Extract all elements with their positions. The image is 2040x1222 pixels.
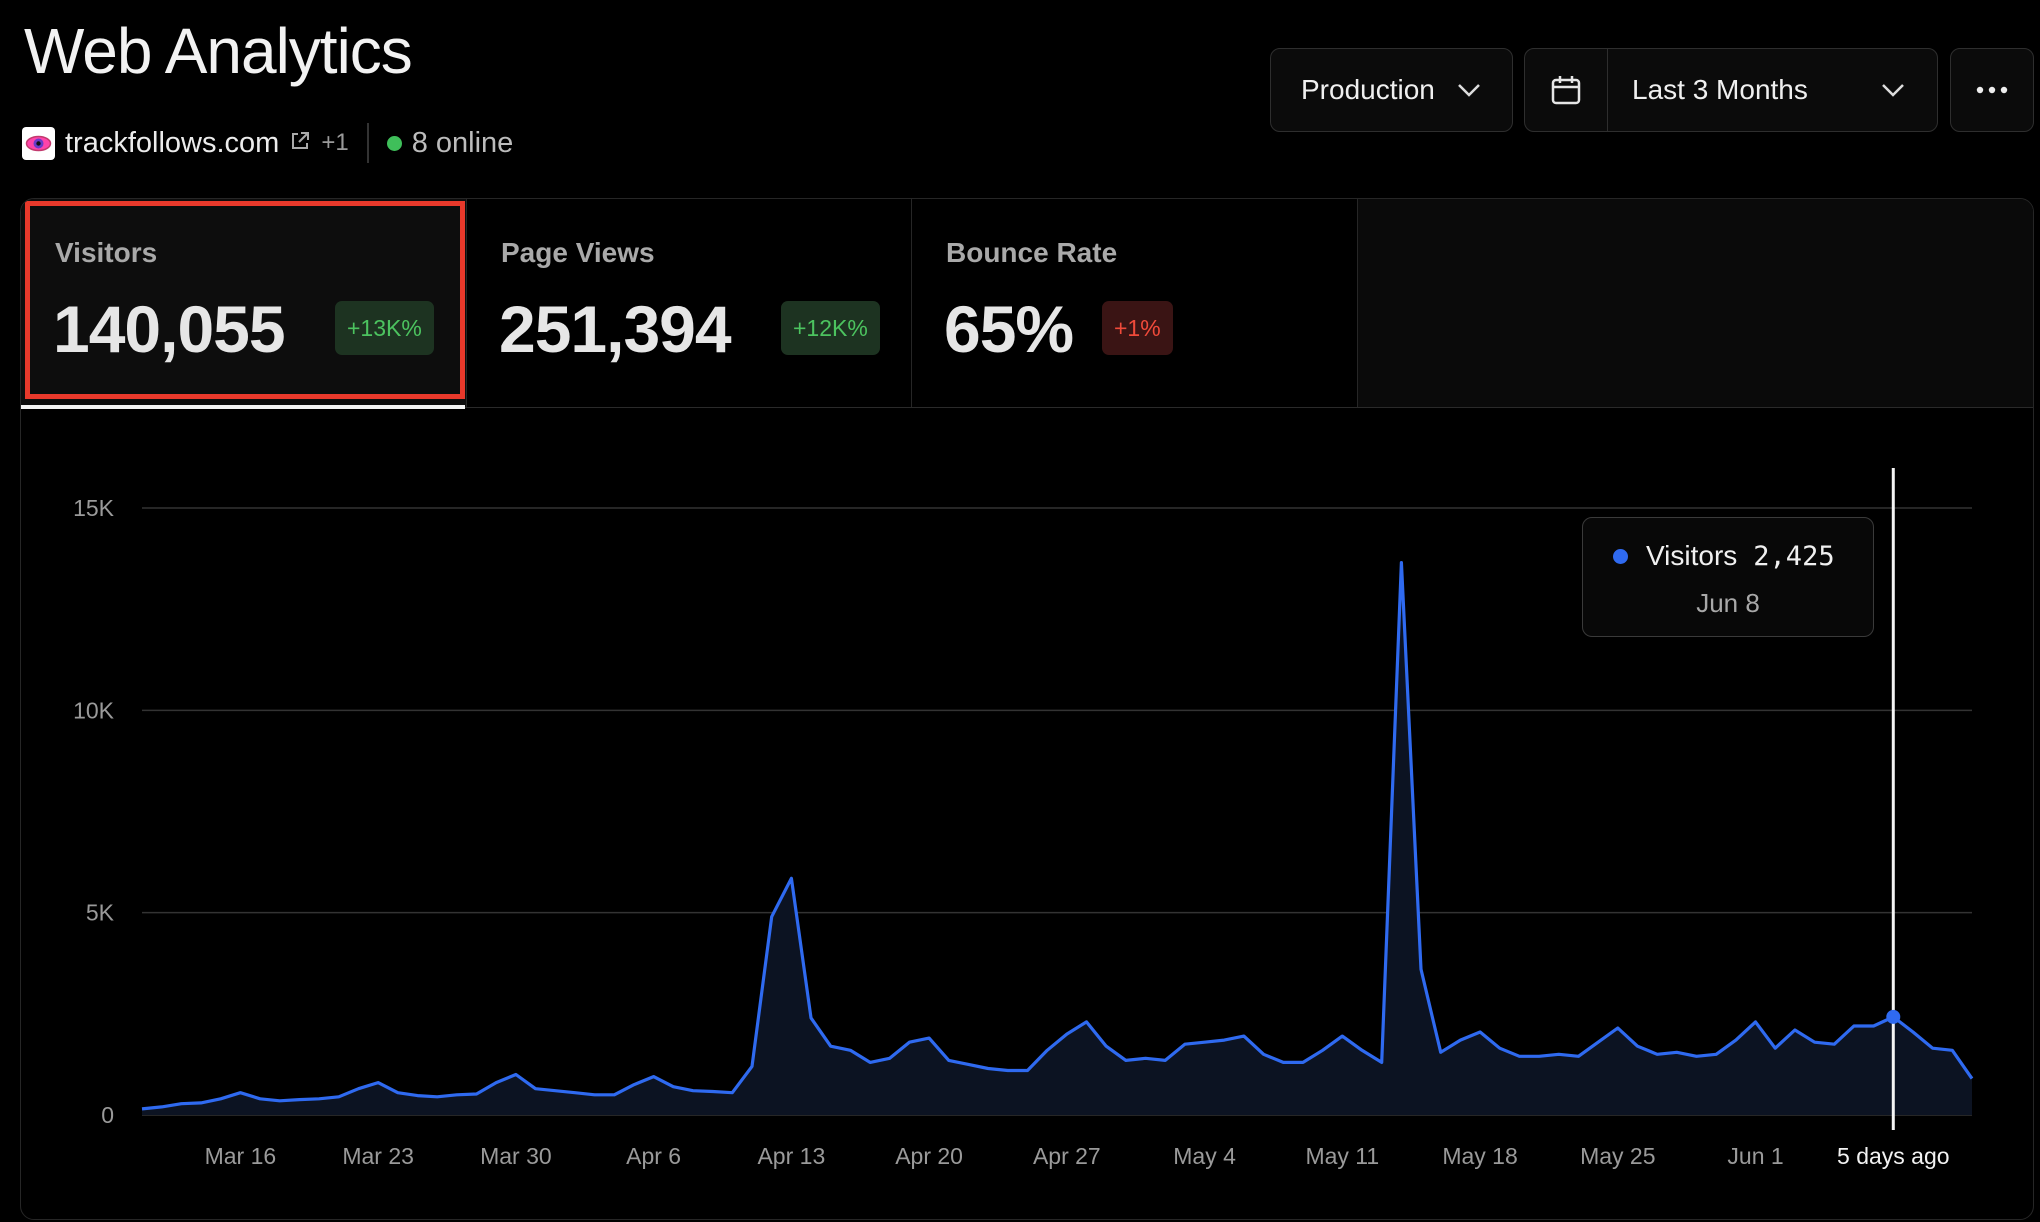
date-range-select[interactable]: Last 3 Months xyxy=(1524,48,1938,132)
metric-label: Visitors xyxy=(55,237,158,268)
metric-value: 251,394 xyxy=(499,292,732,366)
metric-tab-bounce-rate[interactable]: Bounce Rate 65% +1% xyxy=(911,199,1357,407)
metric-tab-visitors[interactable]: Visitors 140,055 +13K% xyxy=(21,199,466,409)
online-count: 8 online xyxy=(411,126,514,159)
metric-label: Page Views xyxy=(501,237,655,268)
chevron-down-icon xyxy=(1458,84,1480,97)
metric-value: 65% xyxy=(944,292,1074,366)
active-tab-indicator xyxy=(21,405,465,409)
environment-label: Production xyxy=(1301,74,1435,105)
metric-change-badge: +12K% xyxy=(781,301,880,355)
metric-value: 140,055 xyxy=(53,292,286,366)
chart-tooltip: Visitors 2,425 Jun 8 xyxy=(1582,517,1874,637)
divider xyxy=(366,123,369,163)
metric-tab-page-views[interactable]: Page Views 251,394 +12K% xyxy=(466,199,911,407)
metric-label: Bounce Rate xyxy=(946,237,1118,268)
extra-sites-count[interactable]: +1 xyxy=(321,129,349,156)
calendar-icon[interactable] xyxy=(1525,49,1608,131)
page-title: Web Analytics xyxy=(24,15,413,87)
tooltip-value: 2,425 xyxy=(1753,540,1835,572)
series-dot xyxy=(1613,548,1628,564)
analytics-card: Visitors 140,055 +13K% Page Views 251,39… xyxy=(20,198,2034,1220)
more-icon xyxy=(1976,86,2008,94)
more-options-button[interactable] xyxy=(1950,48,2034,132)
site-favicon-icon xyxy=(22,126,55,160)
site-link[interactable]: trackfollows.com xyxy=(65,126,280,159)
online-status-dot xyxy=(386,135,402,151)
date-range-label: Last 3 Months xyxy=(1632,74,1808,105)
external-link-icon[interactable] xyxy=(289,127,311,160)
metric-change-badge: +1% xyxy=(1102,301,1173,355)
metric-change-badge: +13K% xyxy=(335,301,434,355)
metric-empty-slot xyxy=(1357,199,2033,407)
environment-select[interactable]: Production xyxy=(1270,48,1513,132)
tooltip-series: Visitors xyxy=(1646,540,1738,571)
chevron-down-icon xyxy=(1882,84,1904,97)
metrics-row: Visitors 140,055 +13K% Page Views 251,39… xyxy=(21,199,2033,409)
tooltip-date: Jun 8 xyxy=(1696,588,1760,618)
site-info-row: trackfollows.com +1 8 online xyxy=(22,122,513,164)
